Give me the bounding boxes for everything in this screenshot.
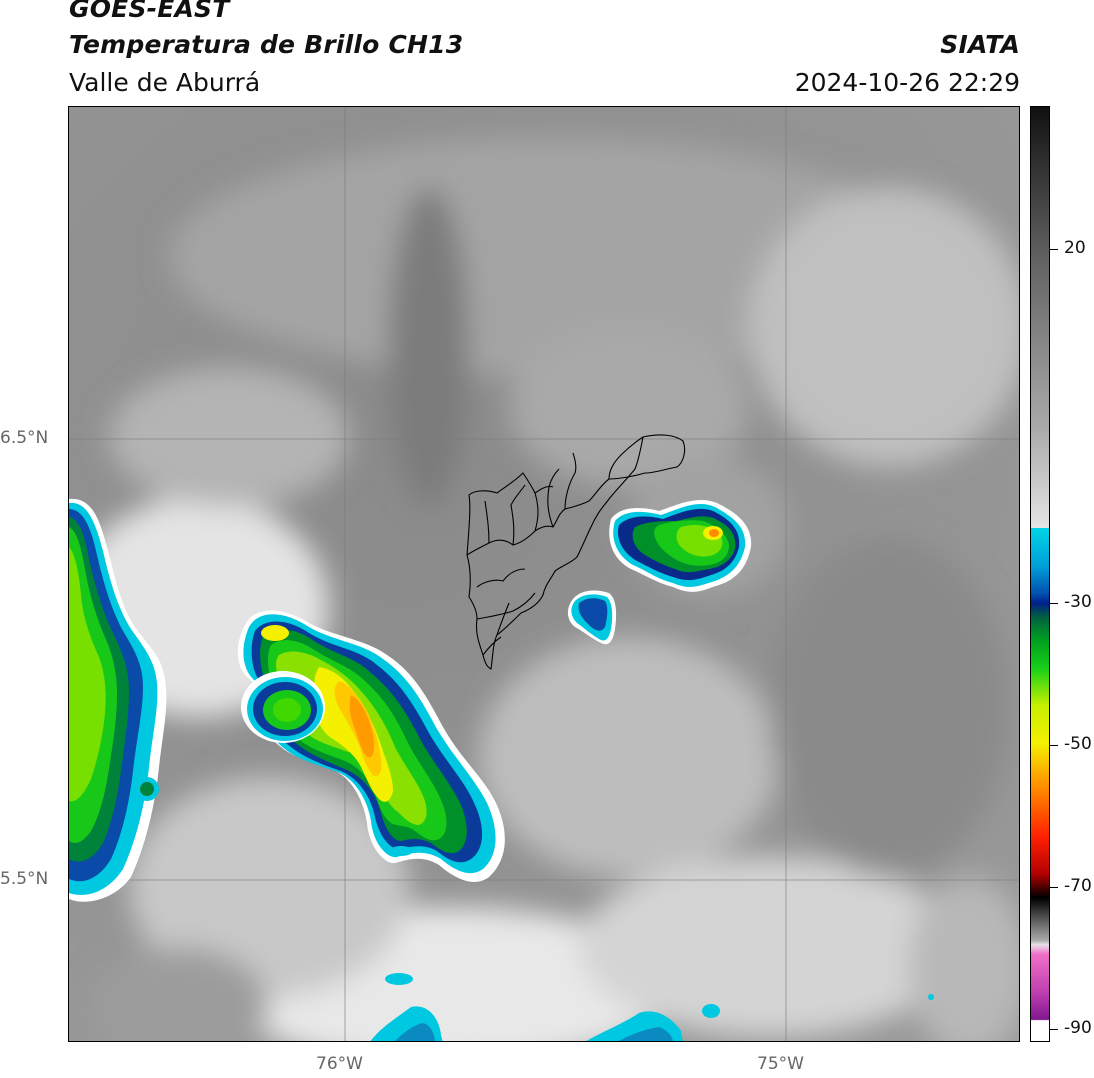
colorbar-tick: [1050, 745, 1058, 746]
colorbar-label-minus90: -90: [1064, 1018, 1092, 1038]
colorbar: [1030, 106, 1050, 1042]
convective-cell-east: [567, 500, 752, 645]
map-canvas: [69, 107, 1019, 1041]
colorbar-label-minus50: -50: [1064, 734, 1092, 754]
bottom-cold-spots: [370, 973, 934, 1041]
satellite-title: GOES-EAST: [69, 0, 230, 23]
colorbar-label-minus70: -70: [1064, 876, 1092, 896]
aburra-valley-boundaries: [466, 434, 686, 670]
lat-label-6-5n: 6.5°N: [0, 428, 49, 448]
colorbar-tick: [1050, 1029, 1058, 1030]
timestamp-label: 2024-10-26 22:29: [794, 68, 1020, 97]
colorbar-tick: [1050, 887, 1058, 888]
colorbar-gradient: [1031, 107, 1049, 1041]
product-title: Temperatura de Brillo CH13: [69, 30, 464, 59]
convective-cell-central: [237, 610, 505, 882]
colorbar-label-minus30: -30: [1064, 592, 1092, 612]
gridlines: [69, 107, 1019, 1041]
lat-label-5-5n: 5.5°N: [0, 869, 49, 889]
colorbar-fill: [1031, 107, 1049, 1041]
colorbar-tick: [1050, 249, 1058, 250]
colorbar-label-20: 20: [1064, 238, 1086, 258]
satellite-map[interactable]: [68, 106, 1020, 1042]
lon-label-76w: 76°W: [316, 1054, 363, 1074]
convective-cell-west: [69, 498, 167, 902]
colorbar-tick: [1050, 603, 1058, 604]
lon-label-75w: 75°W: [757, 1054, 804, 1074]
region-label: Valle de Aburrá: [69, 68, 261, 97]
agency-label: SIATA: [940, 30, 1020, 59]
